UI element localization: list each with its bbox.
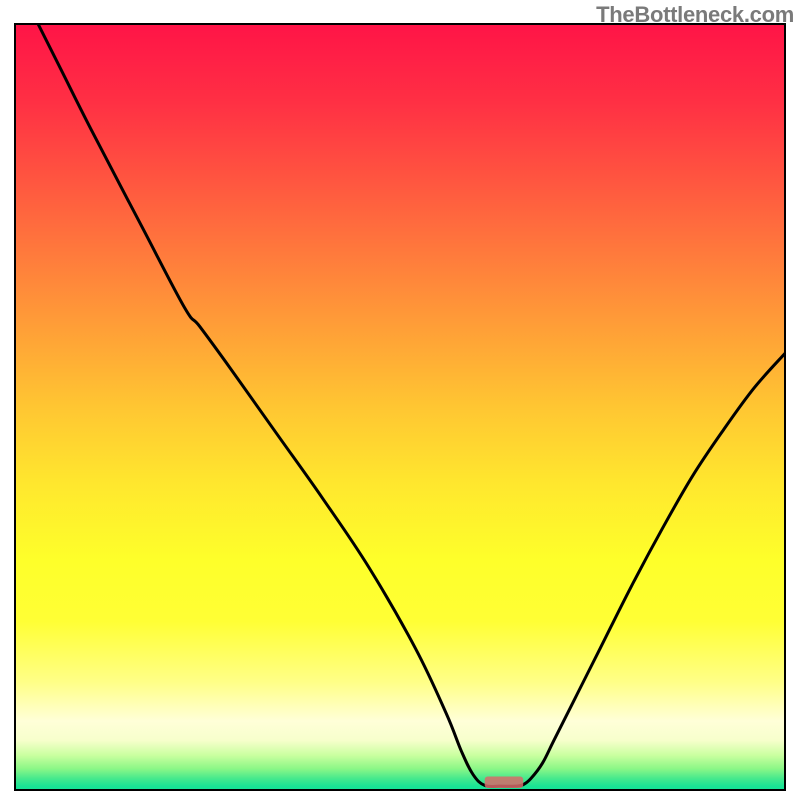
bottleneck-chart: TheBottleneck.com #7a7a7a 22: [0, 0, 800, 800]
watermark-text: TheBottleneck.com: [596, 2, 794, 28]
plot-background: [15, 24, 785, 790]
chart-svg: [0, 0, 800, 800]
optimal-range-marker: [485, 777, 524, 788]
